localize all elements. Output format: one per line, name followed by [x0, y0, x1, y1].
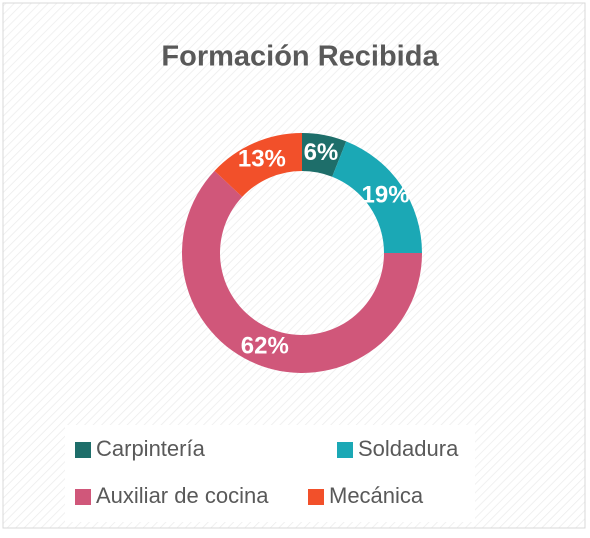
data-label: 62% — [241, 332, 289, 359]
data-label: 19% — [362, 182, 410, 209]
legend-swatch — [308, 489, 324, 505]
donut-slice — [332, 141, 422, 253]
legend-swatch — [75, 489, 91, 505]
donut-slice — [302, 133, 347, 177]
donut-slice — [182, 170, 423, 373]
legend-box — [65, 425, 475, 522]
legend-label: Carpintería — [96, 436, 206, 461]
legend-label: Mecánica — [329, 483, 424, 508]
donut-slice — [214, 133, 302, 197]
legend-label: Auxiliar de cocina — [96, 483, 269, 508]
data-label: 13% — [238, 146, 286, 173]
legend-swatch — [337, 442, 353, 458]
legend-label: Soldadura — [358, 436, 459, 461]
legend-swatch — [75, 442, 91, 458]
chart-title: Formación Recibida — [161, 41, 439, 73]
data-label: 6% — [304, 139, 339, 166]
